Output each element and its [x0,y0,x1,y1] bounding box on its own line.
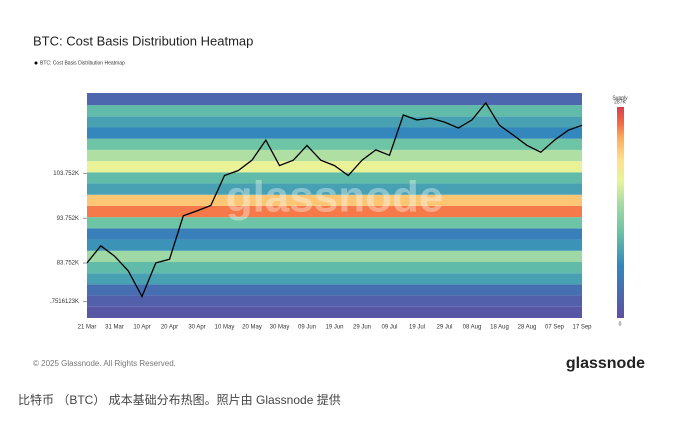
heat-cell [87,183,582,195]
x-tick-label: 09 Jun [298,325,316,331]
y-tick-label: 103.752K [53,171,79,177]
colorbar-tick-label: 0 [619,321,622,327]
heat-cell [87,161,582,173]
heat-cell [87,217,582,229]
legend-label: BTC: Cost Basis Distribution Heatmap [40,60,125,66]
colorbar [617,107,624,318]
x-tick-label: 07 Sep [545,325,565,331]
heat-cell [87,127,582,139]
colorbar-title: Supply [612,95,628,101]
x-tick-label: 08 Aug [463,325,482,331]
x-tick-label: 17 Sep [572,325,592,331]
heat-cell [87,116,582,128]
y-tick-label: 83.752K [57,261,79,267]
x-tick-label: 18 Aug [490,325,509,331]
x-tick-label: 09 Jul [381,325,397,331]
watermark: glassnode [226,173,444,222]
price-line [86,101,583,299]
heat-cell [87,261,582,274]
x-tick-label: 10 Apr [133,325,150,331]
heat-cell [87,284,582,296]
heat-cell [87,194,582,206]
chart-title: BTC: Cost Basis Distribution Heatmap [33,33,253,48]
heat-cell [87,205,582,218]
caption: 比特币 （BTC） 成本基础分布热图。照片由 Glassnode 提供 [18,392,341,407]
heat-cell [87,172,582,184]
x-tick-label: 20 May [242,325,262,331]
heat-cell [87,306,582,318]
copyright: © 2025 Glassnode. All Rights Reserved. [33,359,176,368]
heat-cell [87,295,582,307]
x-tick-label: 21 Mar [78,325,97,331]
x-tick-label: 28 Aug [518,325,537,331]
heat-cell [87,250,582,262]
x-tick-label: 30 May [270,325,290,331]
x-tick-label: 19 Jun [325,325,343,331]
heat-cell [87,105,582,117]
heat-cell [87,93,582,106]
y-tick-label: .7516123K [50,299,79,305]
heat-cell [87,228,582,240]
x-tick-label: 20 Apr [161,325,178,331]
x-tick-label: 29 Jun [353,325,371,331]
colorbar-tick-label: 287K [614,99,626,105]
heat-cell [87,239,582,251]
heat-cell [87,138,582,150]
logo: glassnode [566,355,645,372]
x-tick-label: 31 Mar [105,325,124,331]
y-tick-label: 93.752K [57,216,79,222]
x-tick-label: 30 Apr [188,325,205,331]
x-tick-label: 10 May [215,325,235,331]
x-tick-label: 19 Jul [409,325,425,331]
heat-cell [87,273,582,285]
heat-cell [87,149,582,162]
x-tick-label: 29 Jul [436,325,452,331]
legend-marker [34,61,38,65]
